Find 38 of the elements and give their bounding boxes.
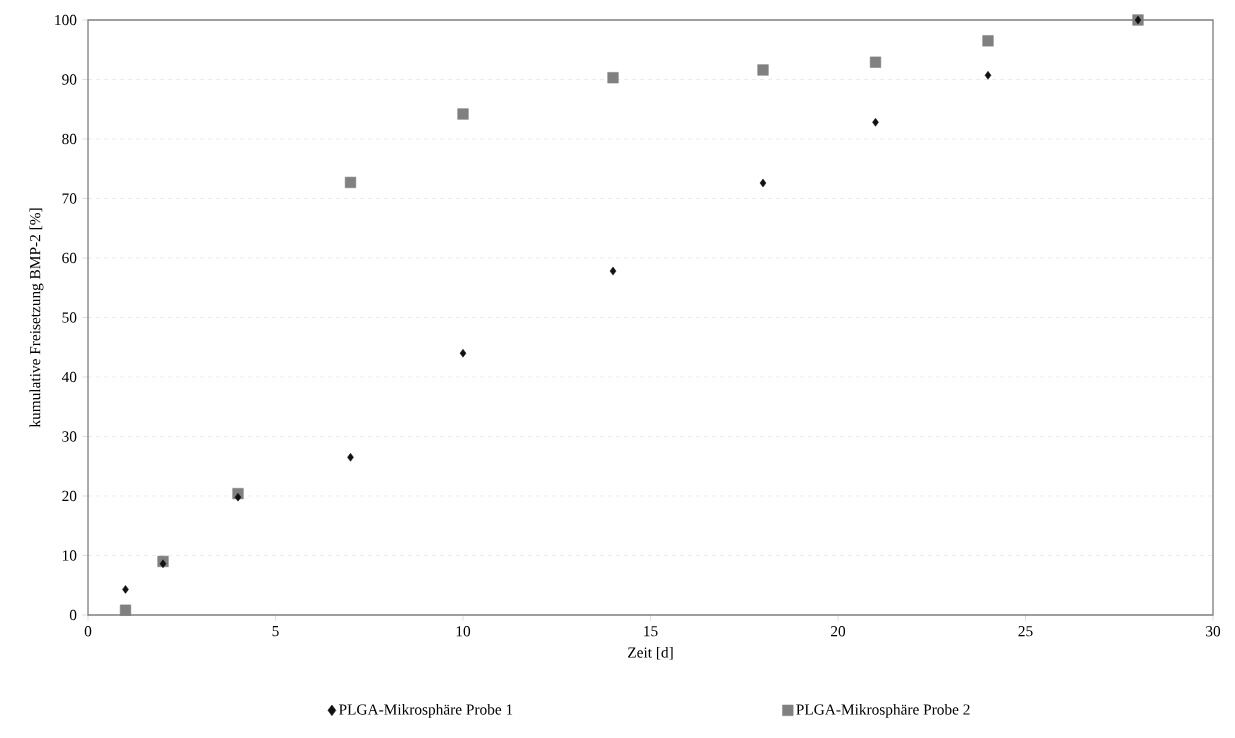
point (159, 559, 167, 569)
x-tick-label: 25 (1018, 626, 1033, 637)
x-tick-label: 0 (84, 626, 92, 637)
y-axis-title: kumulative Freisetzung BMP-2 [%] (29, 208, 44, 428)
y-tick-label: 50 (62, 312, 77, 323)
point (609, 266, 617, 276)
point (869, 56, 882, 68)
point (984, 71, 992, 80)
y-tick-label: 0 (69, 609, 77, 621)
point (459, 348, 467, 358)
x-tick-label: 30 (1206, 626, 1221, 637)
y-tick-label: 100 (55, 14, 77, 26)
x-tick-label: 5 (272, 626, 279, 637)
y-tick-label: 30 (62, 431, 77, 442)
point (757, 64, 769, 76)
x-tick-label: 10 (456, 626, 471, 637)
point (457, 108, 469, 120)
y-tick-label: 40 (61, 371, 77, 383)
point (982, 35, 994, 47)
y-tick-label: 70 (62, 193, 77, 204)
point (122, 585, 129, 594)
legend-label: PLGA-Mikrosphäre Probe 1 (339, 703, 513, 718)
point (119, 604, 132, 616)
point (607, 72, 619, 84)
point (234, 492, 242, 502)
point (759, 178, 767, 188)
point (344, 176, 357, 189)
point (872, 118, 879, 127)
x-tick-label: 15 (644, 626, 658, 637)
y-tick-label: 80 (62, 133, 77, 145)
point (347, 453, 354, 462)
y-tick-label: 20 (62, 490, 77, 502)
y-tick-label: 90 (62, 74, 77, 85)
x-tick-label: 20 (831, 626, 846, 637)
y-tick-label: 10 (62, 550, 77, 561)
x-axis-title: Zeit [d] (628, 646, 673, 660)
legend-label: PLGA-Mikrosphäre Probe 2 (796, 703, 970, 718)
y-tick-label: 60 (62, 252, 77, 264)
